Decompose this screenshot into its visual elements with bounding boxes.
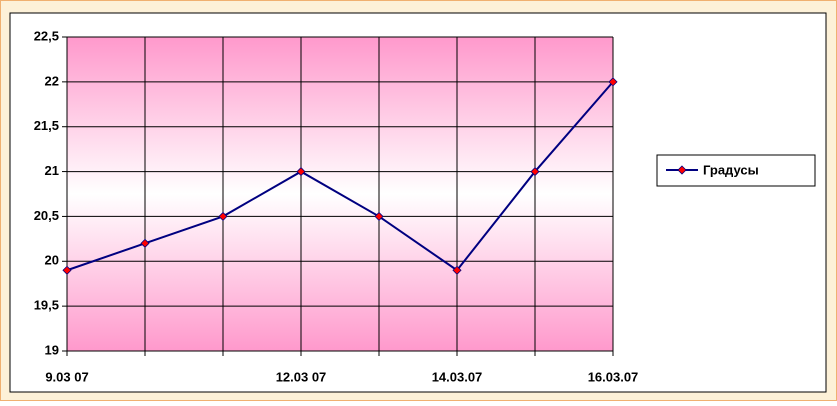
marker xyxy=(218,211,228,221)
marker xyxy=(296,167,306,177)
y-tick-label: 21,5 xyxy=(34,118,59,133)
y-tick-label: 20,5 xyxy=(34,208,59,223)
y-tick-label: 19 xyxy=(45,342,59,357)
legend-marker xyxy=(677,165,687,175)
legend-label: Градусы xyxy=(703,162,759,177)
x-tick-label: 12.03 07 xyxy=(276,369,327,384)
y-tick-label: 21 xyxy=(45,163,59,178)
x-tick-label: 16.03.07 xyxy=(588,369,639,384)
marker xyxy=(452,265,462,275)
x-tick-label: 9.03 07 xyxy=(45,369,88,384)
y-tick-label: 22 xyxy=(45,73,59,88)
marker xyxy=(374,211,384,221)
y-tick-label: 22,5 xyxy=(34,28,59,43)
x-tick-label: 14.03.07 xyxy=(432,369,483,384)
marker xyxy=(608,77,618,87)
marker xyxy=(530,167,540,177)
y-tick-label: 19,5 xyxy=(34,298,59,313)
y-tick-label: 20 xyxy=(45,253,59,268)
marker xyxy=(62,265,72,275)
marker xyxy=(140,238,150,248)
series-line xyxy=(66,81,614,272)
